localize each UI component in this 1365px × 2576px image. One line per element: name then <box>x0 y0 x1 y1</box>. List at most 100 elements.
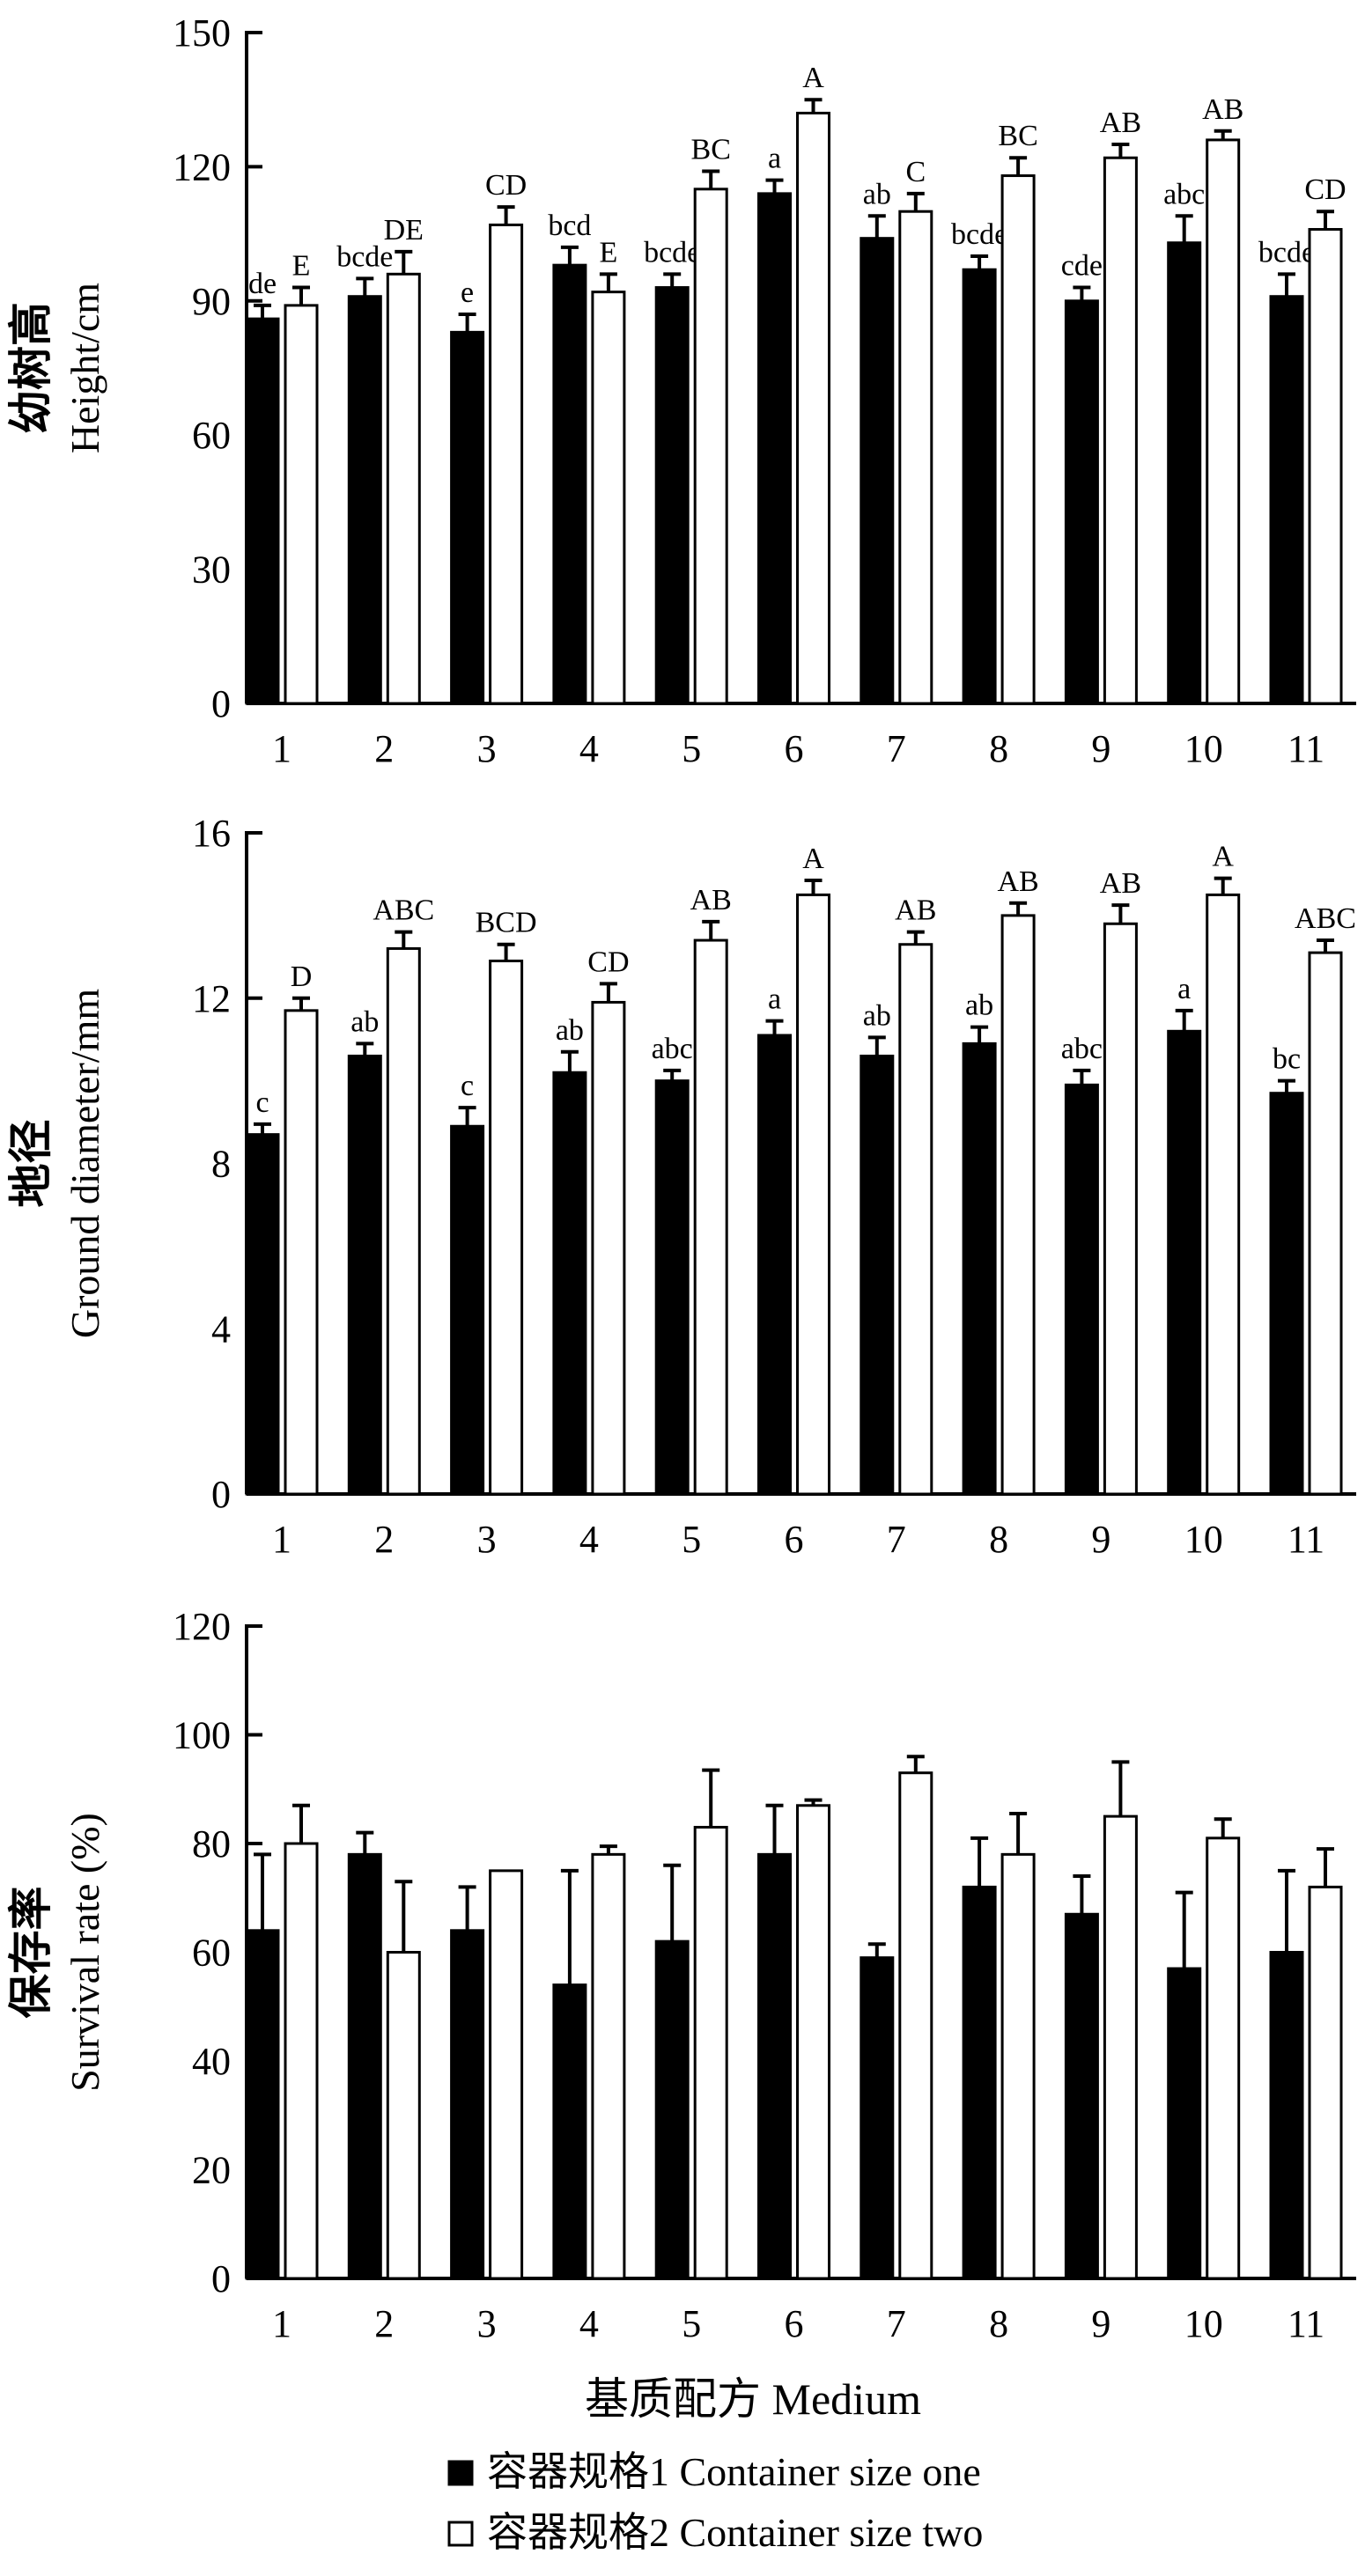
bar-series2-medium-10 <box>1206 1836 1241 2280</box>
bar-series2-medium-4 <box>591 1000 626 1496</box>
y-tick-label: 40 <box>192 2040 231 2083</box>
bar-series1-medium-6 <box>757 1034 792 1496</box>
y-tick-label: 80 <box>192 1822 231 1866</box>
bar-series2-medium-9 <box>1103 922 1138 1496</box>
significance-letter: bc <box>1273 1043 1301 1076</box>
significance-letter: ab <box>863 178 891 210</box>
x-tick-label: 8 <box>989 2302 1008 2345</box>
significance-letter: BC <box>998 120 1037 152</box>
y-tick-label: 0 <box>211 682 231 725</box>
x-tick-label: 6 <box>785 1518 804 1561</box>
bar-series1-medium-2 <box>347 1054 382 1496</box>
bar-series2-medium-11 <box>1308 951 1343 1496</box>
y-tick-label: 20 <box>192 2149 231 2192</box>
y-tick-label: 12 <box>192 977 231 1020</box>
x-tick-label: 11 <box>1288 2302 1324 2345</box>
significance-letter: C <box>905 156 926 188</box>
significance-letter: bcde <box>951 218 1007 251</box>
bar-series2-medium-9 <box>1103 1814 1138 2280</box>
bar-series1-medium-11 <box>1269 1951 1304 2280</box>
bar-series1-medium-1 <box>245 1133 280 1496</box>
bar-series1-medium-7 <box>860 1956 895 2280</box>
bar-series2-medium-6 <box>796 1804 830 2280</box>
bar-series1-medium-4 <box>552 263 587 705</box>
x-tick-label: 10 <box>1184 727 1223 770</box>
bar-series2-medium-5 <box>693 188 728 705</box>
bar-series2-medium-1 <box>284 1842 319 2280</box>
significance-letter: ABC <box>1295 902 1356 935</box>
significance-letter: c <box>461 1070 474 1102</box>
significance-letter: D <box>291 960 313 993</box>
bar-series2-medium-6 <box>796 111 830 705</box>
x-tick-label: 2 <box>374 2302 394 2345</box>
bar-series2-medium-10 <box>1206 138 1241 705</box>
x-tick-label: 6 <box>785 2302 804 2345</box>
significance-letter: CD <box>485 169 527 202</box>
x-tick-label: 7 <box>887 2302 906 2345</box>
legend-label-container-size-two: 容器规格2 Container size two <box>487 2510 983 2555</box>
x-tick-label: 5 <box>682 727 701 770</box>
significance-letter: bcd <box>548 210 591 242</box>
x-tick-label: 3 <box>477 1518 497 1561</box>
bar-series1-medium-7 <box>860 237 895 705</box>
significance-letter: A <box>802 843 824 875</box>
bar-series1-medium-5 <box>654 286 690 705</box>
x-axis-label: 基质配方 Medium <box>585 2374 921 2424</box>
x-tick-label: 7 <box>887 1518 906 1561</box>
bar-series2-medium-4 <box>591 1852 626 2280</box>
significance-letter: de <box>248 268 277 300</box>
y-tick-label: 120 <box>173 145 231 188</box>
y-tick-label: 100 <box>173 1714 231 1757</box>
bar-series2-medium-3 <box>489 960 524 1496</box>
bar-series2-medium-2 <box>386 946 421 1496</box>
bar-series2-medium-6 <box>796 893 830 1496</box>
y-tick-label: 0 <box>211 1473 231 1516</box>
significance-letter: e <box>461 276 474 309</box>
x-tick-label: 4 <box>579 2302 599 2345</box>
bar-series1-medium-8 <box>962 1041 997 1496</box>
x-tick-label: 11 <box>1288 727 1324 770</box>
bar-series2-medium-5 <box>693 938 728 1496</box>
bar-series2-medium-7 <box>898 1771 933 2280</box>
bar-series1-medium-8 <box>962 1885 997 2280</box>
y-tick-label: 90 <box>192 280 231 323</box>
bar-series2-medium-9 <box>1103 156 1138 705</box>
bar-series2-medium-7 <box>898 210 933 705</box>
significance-letter: c <box>255 1086 269 1119</box>
x-tick-label: 10 <box>1184 1518 1223 1561</box>
y-tick-label: 4 <box>211 1307 231 1351</box>
significance-letter: abc <box>1061 1033 1103 1065</box>
significance-letter: E <box>292 250 311 283</box>
y-tick-label: 60 <box>192 414 231 457</box>
bar-series2-medium-10 <box>1206 893 1241 1496</box>
significance-letter: ab <box>965 990 993 1022</box>
bar-series1-medium-10 <box>1167 1967 1202 2280</box>
bar-series1-medium-5 <box>654 1939 690 2280</box>
significance-letter: AB <box>1100 867 1141 900</box>
x-tick-label: 4 <box>579 727 599 770</box>
bar-series1-medium-11 <box>1269 295 1304 705</box>
y-tick-label: 0 <box>211 2257 231 2300</box>
x-tick-label: 5 <box>682 1518 701 1561</box>
x-tick-label: 6 <box>785 727 804 770</box>
significance-letter: bcde <box>1258 236 1315 269</box>
bar-series1-medium-3 <box>450 330 485 705</box>
bar-series1-medium-4 <box>552 1071 587 1496</box>
bar-series2-medium-2 <box>386 272 421 705</box>
x-tick-label: 2 <box>374 1518 394 1561</box>
y-tick-label: 16 <box>192 812 231 855</box>
significance-letter: abc <box>1163 178 1205 210</box>
bar-series2-medium-4 <box>591 291 626 705</box>
legend-item-container-size-one: 容器规格1 Container size one <box>447 2449 981 2494</box>
bar-series1-medium-10 <box>1167 241 1202 705</box>
bar-series2-medium-1 <box>284 1009 319 1496</box>
legend-swatch-container-size-one <box>447 2460 474 2486</box>
bar-series2-medium-1 <box>284 304 319 705</box>
bar-series2-medium-7 <box>898 943 933 1496</box>
significance-letter: A <box>802 62 824 94</box>
y-tick-label: 150 <box>173 11 231 55</box>
y-axis-label-cn: 保存率 <box>4 1887 56 2019</box>
significance-letter: ab <box>556 1014 584 1047</box>
bar-series1-medium-9 <box>1064 1912 1099 2280</box>
